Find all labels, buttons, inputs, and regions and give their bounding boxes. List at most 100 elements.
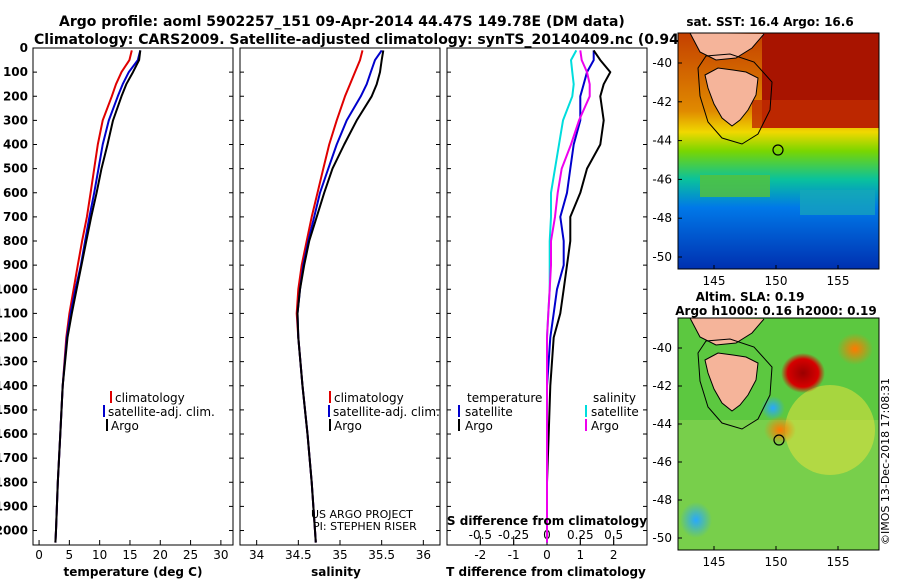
t-difference-xlabel: T difference from climatology xyxy=(446,565,646,579)
s-difference-xlabel: S difference from climatology xyxy=(447,514,647,528)
salinity-axis: 34 34.5 35 35.5 36 xyxy=(249,540,431,562)
x-tick-label: 20 xyxy=(153,548,168,562)
sla-orange-eddy xyxy=(837,333,873,365)
sla-map-axes: -40 -42 -44 -46 -48 -50 145 150 155 xyxy=(652,341,849,569)
sst-map-frame xyxy=(677,32,880,270)
depth-tick-label: 800 xyxy=(3,234,28,248)
sla-yellow-patch xyxy=(785,385,875,475)
sla-map-title1: Altim. SLA: 0.19 xyxy=(696,290,805,304)
map-lat-label: -48 xyxy=(652,493,672,507)
sst-map-title: sat. SST: 16.4 Argo: 16.6 xyxy=(686,15,853,29)
salinity-series xyxy=(295,49,385,543)
salinity-legend: climatology satellite-adj. clim. Argo xyxy=(328,391,440,433)
series-line-argo xyxy=(296,50,385,543)
x-tick-label: 34.5 xyxy=(285,548,312,562)
map-lon-label: 145 xyxy=(703,555,726,569)
header-line1: Argo profile: aoml 5902257_151 09-Apr-20… xyxy=(59,14,625,30)
depth-tick-label: 400 xyxy=(3,138,28,152)
legend-label-t-argo: Argo xyxy=(465,419,493,433)
map-lat-label: -42 xyxy=(652,379,672,393)
credit-line2: PI: STEPHEN RISER xyxy=(313,520,417,533)
sst-map xyxy=(677,32,880,270)
series-line-climatology xyxy=(54,50,133,543)
series-line-salinity-satellite xyxy=(546,49,578,543)
sla-orange-eddy-2 xyxy=(764,416,796,444)
sst-warm-patch-edge xyxy=(752,100,879,128)
depth-tick-label: 1400 xyxy=(0,379,28,393)
legend-swatch-satellite xyxy=(328,405,330,417)
x-tick-label: 35 xyxy=(332,548,347,562)
x-tick-label: 34 xyxy=(249,548,264,562)
mainland-coast xyxy=(689,32,765,61)
x-tick-label: 0 xyxy=(543,548,551,562)
timestamp-stamp: ©IMOS 13-Dec-2018 17:08:31 xyxy=(879,378,892,545)
depth-tick-label: 600 xyxy=(3,186,28,200)
s-tick-label: 0.25 xyxy=(567,528,594,542)
sla-red-eddy xyxy=(781,353,825,393)
map-lat-label: -48 xyxy=(652,211,672,225)
map-lon-label: 150 xyxy=(765,274,788,288)
salinity-xlabel: salinity xyxy=(311,565,361,579)
map-lon-label: 155 xyxy=(827,555,850,569)
x-tick-label: 36 xyxy=(416,548,431,562)
legend-label-argo: Argo xyxy=(111,419,139,433)
legend-swatch-argo xyxy=(329,419,331,431)
credit-line1: US ARGO PROJECT xyxy=(311,508,413,521)
x-tick-label: 10 xyxy=(92,548,107,562)
x-tick-label: 1 xyxy=(577,548,585,562)
x-tick-label: 5 xyxy=(66,548,74,562)
legend-swatch-t-argo xyxy=(458,419,460,431)
depth-tick-label: 1100 xyxy=(0,306,28,320)
depth-tick-label: 700 xyxy=(3,210,28,224)
map-lat-label: -40 xyxy=(652,341,672,355)
depth-tick-label: 1700 xyxy=(0,451,28,465)
depth-tick-label: 1000 xyxy=(0,282,28,296)
x-tick-label: -2 xyxy=(474,548,486,562)
legend-label-climatology: climatology xyxy=(334,391,404,405)
depth-tick-label: 500 xyxy=(3,162,28,176)
difference-legend-salinity: salinity satellite Argo xyxy=(585,391,639,433)
depth-tick-label: 1200 xyxy=(0,331,28,345)
legend-swatch-climatology xyxy=(110,391,112,403)
tasmania-land xyxy=(704,352,759,412)
map-lat-label: -44 xyxy=(652,134,672,148)
depth-tick-label: 1500 xyxy=(0,403,28,417)
x-tick-label: 15 xyxy=(122,548,137,562)
temperature-axis: 0 5 10 15 20 25 30 xyxy=(35,540,229,562)
legend-swatch-climatology xyxy=(329,391,331,403)
argo-location-marker xyxy=(773,434,785,446)
depth-tick-label: 900 xyxy=(3,258,28,272)
legend-title-temperature: temperature xyxy=(467,391,542,405)
legend-swatch-argo xyxy=(106,419,108,431)
x-tick-label: 0 xyxy=(35,548,43,562)
tasmania-land xyxy=(704,67,759,127)
sst-cyan-band xyxy=(800,190,875,215)
depth-tick-label: 1800 xyxy=(0,475,28,489)
map-lat-label: -46 xyxy=(652,172,672,186)
depth-tick-label: 100 xyxy=(3,65,28,79)
legend-label-s-argo: Argo xyxy=(591,419,619,433)
temperature-legend: climatology satellite-adj. clim. Argo xyxy=(103,391,215,433)
map-lat-label: -42 xyxy=(652,95,672,109)
depth-tick-label: 1900 xyxy=(0,499,28,513)
temperature-panel-frame xyxy=(32,47,234,546)
s-tick-label: -0.5 xyxy=(469,528,492,542)
shelf-contour xyxy=(697,338,773,430)
legend-swatch-t-satellite xyxy=(458,405,460,417)
legend-label-satellite: satellite-adj. clim. xyxy=(333,405,440,419)
sla-map-title2: Argo h1000: 0.16 h2000: 0.19 xyxy=(675,304,876,318)
s-difference-axis: -0.5 -0.25 0 0.25 0.5 xyxy=(469,528,623,545)
map-lat-label: -50 xyxy=(652,531,672,545)
s-tick-label: 0.5 xyxy=(604,528,623,542)
sst-map-axes: -40 -42 -44 -46 -48 -50 145 150 155 xyxy=(652,56,849,288)
legend-label-t-satellite: satellite xyxy=(465,405,513,419)
depth-tick-label: 300 xyxy=(3,113,28,127)
series-line-argo xyxy=(54,50,142,543)
x-tick-label: 30 xyxy=(213,548,228,562)
sla-blue-eddy-2 xyxy=(761,396,785,420)
map-lat-label: -40 xyxy=(652,56,672,70)
depth-tick-label: 1600 xyxy=(0,427,28,441)
series-line-satellite-adj-clim- xyxy=(54,50,142,543)
depth-axis: 0 100 200 300 400 500 600 700 800 900 1000 1100 1200… xyxy=(0,41,647,538)
